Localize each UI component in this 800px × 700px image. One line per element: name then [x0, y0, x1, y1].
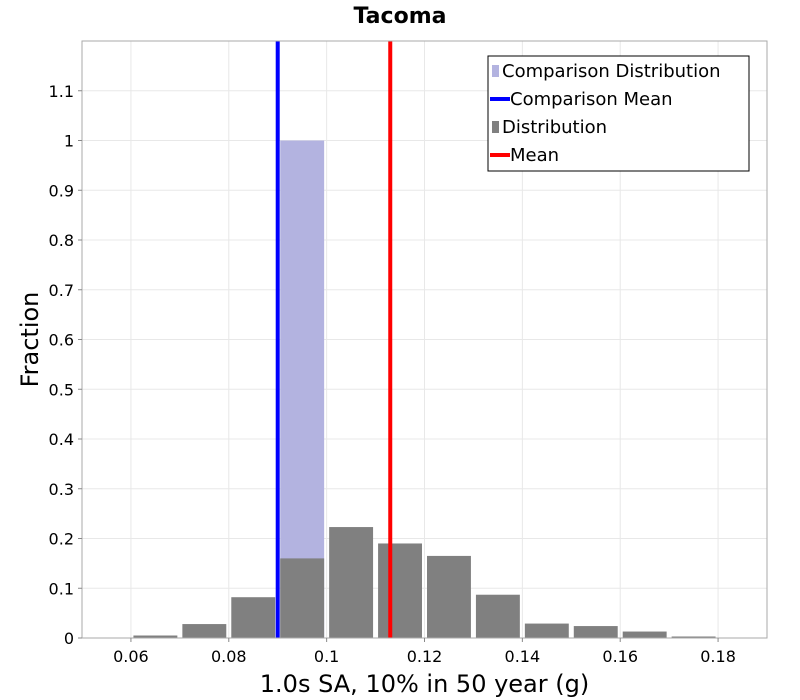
distribution-bar — [524, 623, 569, 638]
comparison-distribution-bar — [280, 140, 325, 638]
distribution-bar — [280, 558, 325, 638]
y-tick-label: 1 — [64, 132, 74, 151]
legend-line-swatch — [490, 153, 510, 157]
y-tick-label: 1.1 — [49, 82, 74, 101]
y-tick-label: 0.3 — [49, 480, 74, 499]
y-tick-label: 0.5 — [49, 380, 74, 399]
x-tick-label: 0.18 — [700, 647, 736, 666]
y-tick-label: 0.9 — [49, 181, 74, 200]
distribution-bar — [475, 594, 520, 638]
x-tick-label: 0.08 — [211, 647, 247, 666]
legend-label: Comparison Mean — [510, 89, 673, 110]
distribution-bar — [329, 527, 374, 638]
legend: Comparison Distribution Comparison Mean Di… — [487, 55, 750, 172]
x-tick-label: 0.14 — [505, 647, 541, 666]
y-tick-label: 0.8 — [49, 231, 74, 250]
chart-title: Tacoma — [354, 4, 447, 29]
legend-swatch — [492, 121, 499, 133]
y-axis-label: Fraction — [16, 292, 44, 388]
legend-label: Comparison Distribution — [502, 61, 721, 82]
legend-box — [487, 55, 750, 172]
distribution-bar — [182, 624, 227, 638]
bars-layer — [133, 140, 716, 638]
y-tick-label: 0.6 — [49, 331, 74, 350]
y-tick-label: 0 — [64, 629, 74, 648]
distribution-bar — [133, 635, 178, 638]
x-tick-label: 0.16 — [602, 647, 638, 666]
y-tick-label: 0.7 — [49, 281, 74, 300]
y-tick-label: 0.2 — [49, 530, 74, 549]
distribution-bar — [622, 631, 667, 638]
legend-swatch — [492, 65, 499, 77]
x-axis-label: 1.0s SA, 10% in 50 year (g) — [260, 670, 589, 698]
distribution-bar — [378, 543, 422, 638]
ticks-layer: 0.06 0.08 0.1 0.12 0.14 0.16 0.18 0 0.1 0.2 0.3 0.4… — [49, 82, 736, 666]
x-tick-label: 0.1 — [314, 647, 339, 666]
y-tick-label: 0.1 — [49, 579, 74, 598]
legend-label: Distribution — [502, 117, 607, 138]
y-tick-label: 0.4 — [49, 430, 74, 449]
distribution-bar — [671, 636, 716, 638]
distribution-bar — [573, 626, 618, 638]
legend-line-swatch — [490, 97, 510, 101]
mean-lines-layer — [275, 41, 393, 638]
distribution-bar — [427, 555, 471, 638]
x-tick-label: 0.12 — [407, 647, 443, 666]
distribution-bar — [231, 597, 276, 638]
legend-label: Mean — [510, 145, 559, 166]
x-tick-label: 0.06 — [113, 647, 149, 666]
